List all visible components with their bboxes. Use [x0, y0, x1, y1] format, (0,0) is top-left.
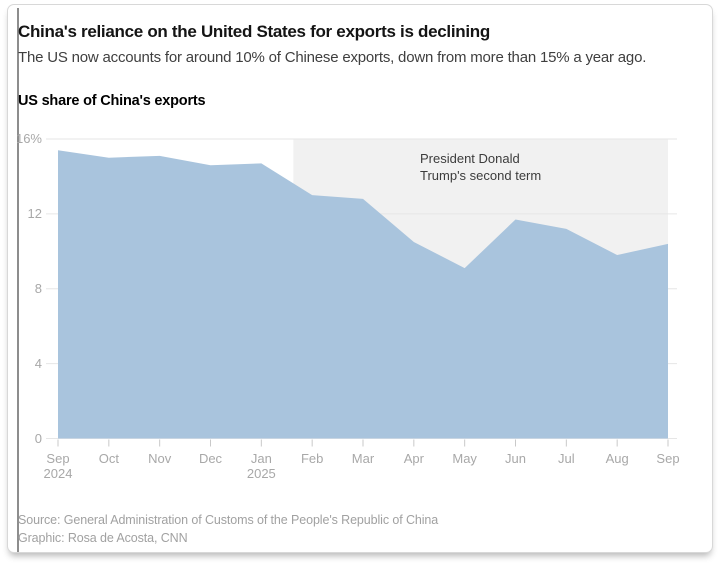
chart-section-label: US share of China's exports	[18, 93, 206, 109]
chart-title: China's reliance on the United States fo…	[18, 22, 490, 41]
credit-line: Graphic: Rosa de Acosta, CNN	[18, 530, 188, 545]
source-line: Source: General Administration of Custom…	[18, 513, 439, 527]
chart-card	[7, 4, 713, 553]
frame-edge-line	[17, 8, 19, 552]
chart-subtitle: The US now accounts for around 10% of Ch…	[18, 49, 647, 66]
